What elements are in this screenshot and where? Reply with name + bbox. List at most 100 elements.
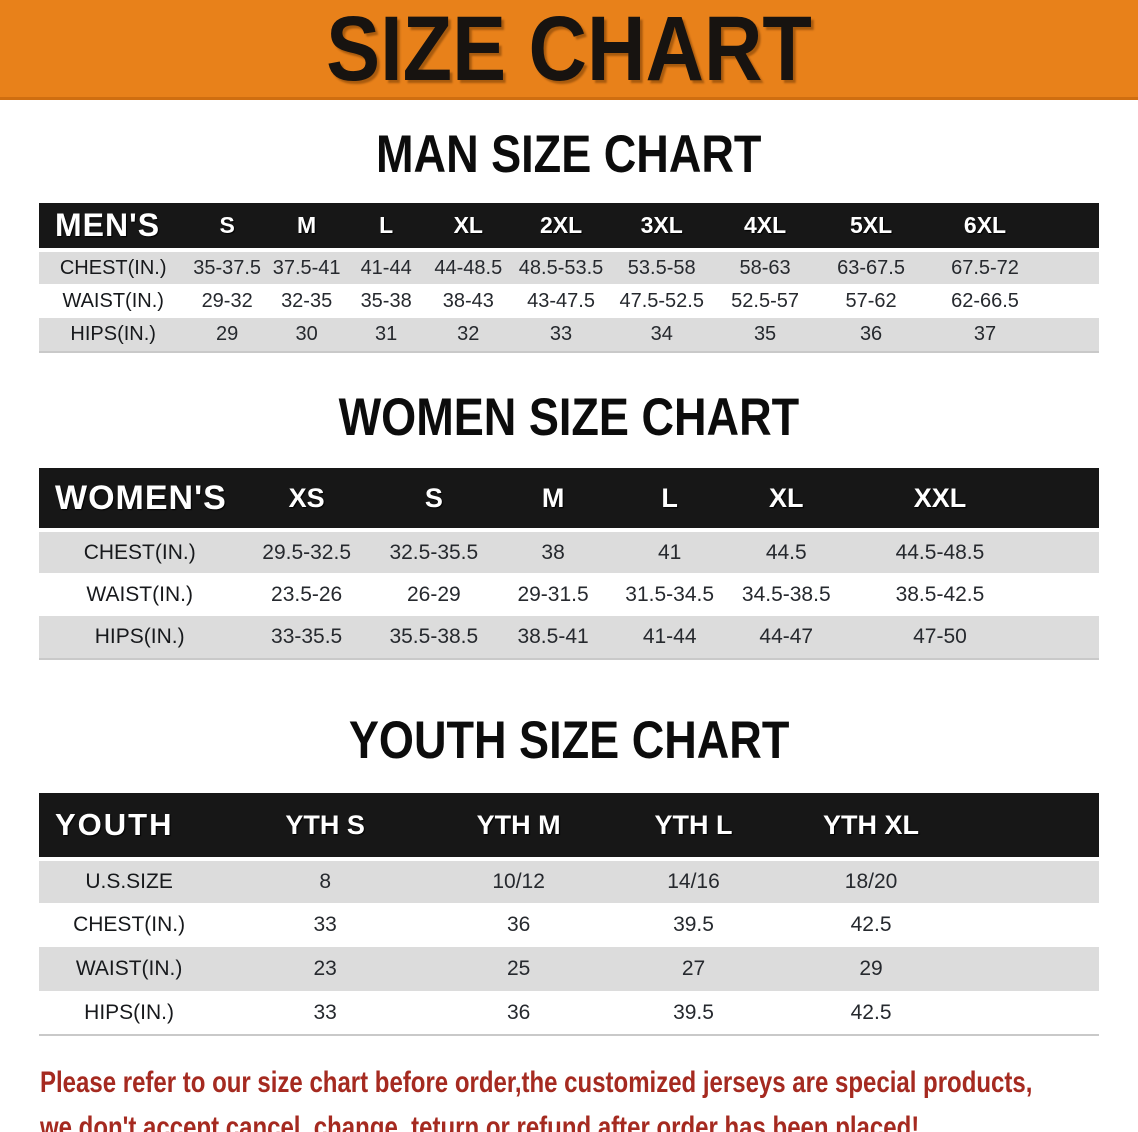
table-row: WAIST(IN.) 23.5-26 26-29 29-31.5 31.5-34…: [39, 573, 1099, 616]
value-cell: 29-31.5: [494, 573, 612, 616]
youth-section-heading: YOUTH SIZE CHART: [0, 714, 1138, 767]
row-label: WAIST(IN.): [39, 284, 188, 318]
column-header: 2XL: [510, 203, 612, 252]
value-cell: 23.5-26: [240, 573, 373, 616]
value-cell: 36: [431, 903, 607, 947]
men-section-heading: MAN SIZE CHART: [0, 128, 1138, 181]
value-cell-spacer: [1035, 616, 1099, 660]
value-cell: 44-48.5: [425, 250, 511, 284]
column-header: YTH L: [606, 793, 781, 861]
men-table-group-label: MEN'S: [39, 203, 188, 252]
value-cell: 35-37.5: [187, 250, 267, 284]
value-cell: 44-47: [727, 616, 845, 660]
youth-table-group-label: YOUTH: [39, 793, 220, 861]
value-cell: 52.5-57: [712, 284, 819, 318]
value-cell-spacer: [1035, 530, 1099, 573]
table-row: WAIST(IN.) 23 25 27 29: [39, 947, 1099, 991]
value-cell: 38: [494, 530, 612, 573]
value-cell: 34.5-38.5: [727, 573, 845, 616]
column-header: 5XL: [818, 203, 925, 252]
row-label: CHEST(IN.): [39, 530, 241, 573]
value-cell: 33: [219, 991, 432, 1036]
value-cell-spacer: [1035, 573, 1099, 616]
footer-line-2: we don't accept cancel, change, teturn o…: [40, 1111, 920, 1132]
row-label: WAIST(IN.): [39, 573, 241, 616]
value-cell: 31: [346, 318, 426, 353]
column-header: XXL: [844, 468, 1036, 532]
value-cell: 38.5-42.5: [844, 573, 1036, 616]
table-row: CHEST(IN.) 35-37.5 37.5-41 41-44 44-48.5…: [39, 250, 1099, 284]
column-header: L: [611, 468, 728, 532]
men-table-header-row: MEN'S S M L XL 2XL 3XL 4XL 5XL 6XL: [39, 203, 1099, 252]
value-cell: 41-44: [346, 250, 426, 284]
banner: SIZE CHART: [0, 0, 1138, 100]
column-header: YTH S: [219, 793, 432, 861]
row-label: U.S.SIZE: [39, 859, 220, 903]
value-cell: 29-32: [187, 284, 267, 318]
value-cell-spacer: [1045, 318, 1099, 353]
row-label: HIPS(IN.): [39, 616, 241, 660]
value-cell-spacer: [961, 903, 1099, 947]
value-cell: 34: [611, 318, 713, 353]
row-label: HIPS(IN.): [39, 991, 220, 1036]
column-header: XS: [240, 468, 373, 532]
table-row: U.S.SIZE 8 10/12 14/16 18/20: [39, 859, 1099, 903]
column-header: M: [266, 203, 347, 252]
value-cell: 35: [712, 318, 819, 353]
value-cell: 18/20: [780, 859, 962, 903]
value-cell: 27: [606, 947, 781, 991]
value-cell: 26-29: [372, 573, 495, 616]
value-cell: 47-50: [844, 616, 1036, 660]
value-cell: 36: [431, 991, 607, 1036]
value-cell: 14/16: [606, 859, 781, 903]
table-row: HIPS(IN.) 33 36 39.5 42.5: [39, 991, 1099, 1036]
women-section-heading-text: WOMEN SIZE CHART: [338, 388, 800, 447]
value-cell: 41-44: [611, 616, 728, 660]
youth-table-header-row: YOUTH YTH S YTH M YTH L YTH XL: [39, 793, 1099, 861]
value-cell: 37: [924, 318, 1046, 353]
column-header: S: [372, 468, 495, 532]
value-cell: 35.5-38.5: [372, 616, 495, 660]
women-table-header-row: WOMEN'S XS S M L XL XXL: [39, 468, 1099, 532]
value-cell: 44.5-48.5: [844, 530, 1036, 573]
value-cell-spacer: [1045, 284, 1099, 318]
row-label: CHEST(IN.): [39, 250, 188, 284]
value-cell: 47.5-52.5: [611, 284, 713, 318]
value-cell: 48.5-53.5: [510, 250, 612, 284]
table-row: HIPS(IN.) 33-35.5 35.5-38.5 38.5-41 41-4…: [39, 616, 1099, 660]
value-cell: 58-63: [712, 250, 819, 284]
value-cell: 53.5-58: [611, 250, 713, 284]
column-header-spacer: [961, 793, 1099, 861]
value-cell: 33-35.5: [240, 616, 373, 660]
column-header-spacer: [1045, 203, 1099, 252]
value-cell: 29.5-32.5: [240, 530, 373, 573]
women-section-heading: WOMEN SIZE CHART: [0, 391, 1138, 444]
youth-size-table: YOUTH YTH S YTH M YTH L YTH XL U.S.SIZE …: [39, 793, 1099, 1036]
value-cell: 39.5: [606, 903, 781, 947]
value-cell: 32.5-35.5: [372, 530, 495, 573]
row-label: WAIST(IN.): [39, 947, 220, 991]
column-header: XL: [425, 203, 511, 252]
value-cell: 62-66.5: [924, 284, 1046, 318]
value-cell: 67.5-72: [924, 250, 1046, 284]
value-cell: 38.5-41: [494, 616, 612, 660]
youth-section: YOUTH SIZE CHART YOUTH YTH S YTH M YTH L…: [0, 714, 1138, 1036]
value-cell-spacer: [961, 947, 1099, 991]
column-header: XL: [727, 468, 845, 532]
value-cell-spacer: [961, 859, 1099, 903]
column-header: L: [346, 203, 426, 252]
youth-section-heading-text: YOUTH SIZE CHART: [348, 711, 790, 770]
footer-line-1: Please refer to our size chart before or…: [40, 1066, 1033, 1099]
column-header: 4XL: [712, 203, 819, 252]
value-cell: 41: [611, 530, 728, 573]
value-cell: 10/12: [431, 859, 607, 903]
table-row: CHEST(IN.) 33 36 39.5 42.5: [39, 903, 1099, 947]
men-section: MAN SIZE CHART MEN'S S M L XL 2XL 3XL 4X…: [0, 128, 1138, 353]
value-cell: 44.5: [727, 530, 845, 573]
value-cell: 30: [266, 318, 347, 353]
row-label: HIPS(IN.): [39, 318, 188, 353]
men-size-table: MEN'S S M L XL 2XL 3XL 4XL 5XL 6XL CHEST…: [39, 203, 1099, 353]
value-cell: 38-43: [425, 284, 511, 318]
column-header: 3XL: [611, 203, 713, 252]
column-header: 6XL: [924, 203, 1046, 252]
